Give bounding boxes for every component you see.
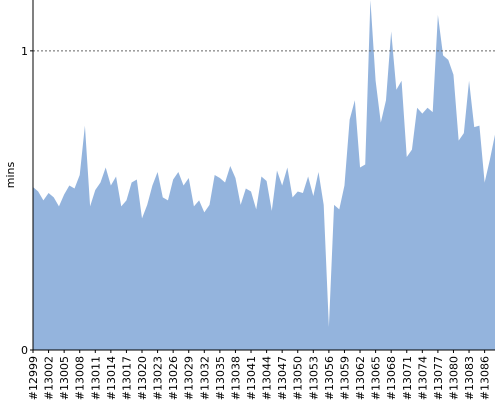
y-tick-label: 1 xyxy=(21,45,28,58)
x-tick-label: #13080 xyxy=(447,356,460,400)
x-tick-label: #13014 xyxy=(105,356,118,400)
x-tick-label: #13065 xyxy=(370,356,383,400)
x-tick-label: #13083 xyxy=(463,356,476,400)
x-tick-label: #13068 xyxy=(385,356,398,400)
x-tick-label: #13029 xyxy=(183,356,196,400)
x-tick-label: #13047 xyxy=(276,356,289,400)
y-tick-label: 0 xyxy=(21,344,28,357)
x-tick-label: #13041 xyxy=(245,356,258,400)
x-tick-label: #13062 xyxy=(354,356,367,400)
x-tick-label: #12999 xyxy=(27,356,40,400)
x-tick-label: #13017 xyxy=(120,356,133,400)
x-tick-label: #13044 xyxy=(261,356,274,400)
x-tick-label: #13035 xyxy=(214,356,227,400)
x-tick-label: #13023 xyxy=(152,356,165,400)
x-tick-label: #13020 xyxy=(136,356,149,400)
x-tick-label: #13074 xyxy=(416,356,429,400)
x-tick-label: #13002 xyxy=(43,356,56,400)
x-tick-label: #13077 xyxy=(432,356,445,400)
x-tick-label: #13086 xyxy=(479,356,492,400)
x-tick-label: #13011 xyxy=(89,356,102,400)
x-tick-label: #13008 xyxy=(74,356,87,400)
x-tick-label: #13005 xyxy=(58,356,71,400)
x-tick-label: #13032 xyxy=(198,356,211,400)
x-tick-label: #13059 xyxy=(338,356,351,400)
x-tick-label: #13056 xyxy=(323,356,336,400)
area xyxy=(33,0,495,350)
x-tick-label: #13053 xyxy=(307,356,320,400)
y-axis-label: mins xyxy=(4,161,17,188)
x-tick-label: #13050 xyxy=(292,356,305,400)
x-tick-label: #13038 xyxy=(229,356,242,400)
x-tick-label: #13071 xyxy=(401,356,414,400)
x-tick-label: #13026 xyxy=(167,356,180,400)
